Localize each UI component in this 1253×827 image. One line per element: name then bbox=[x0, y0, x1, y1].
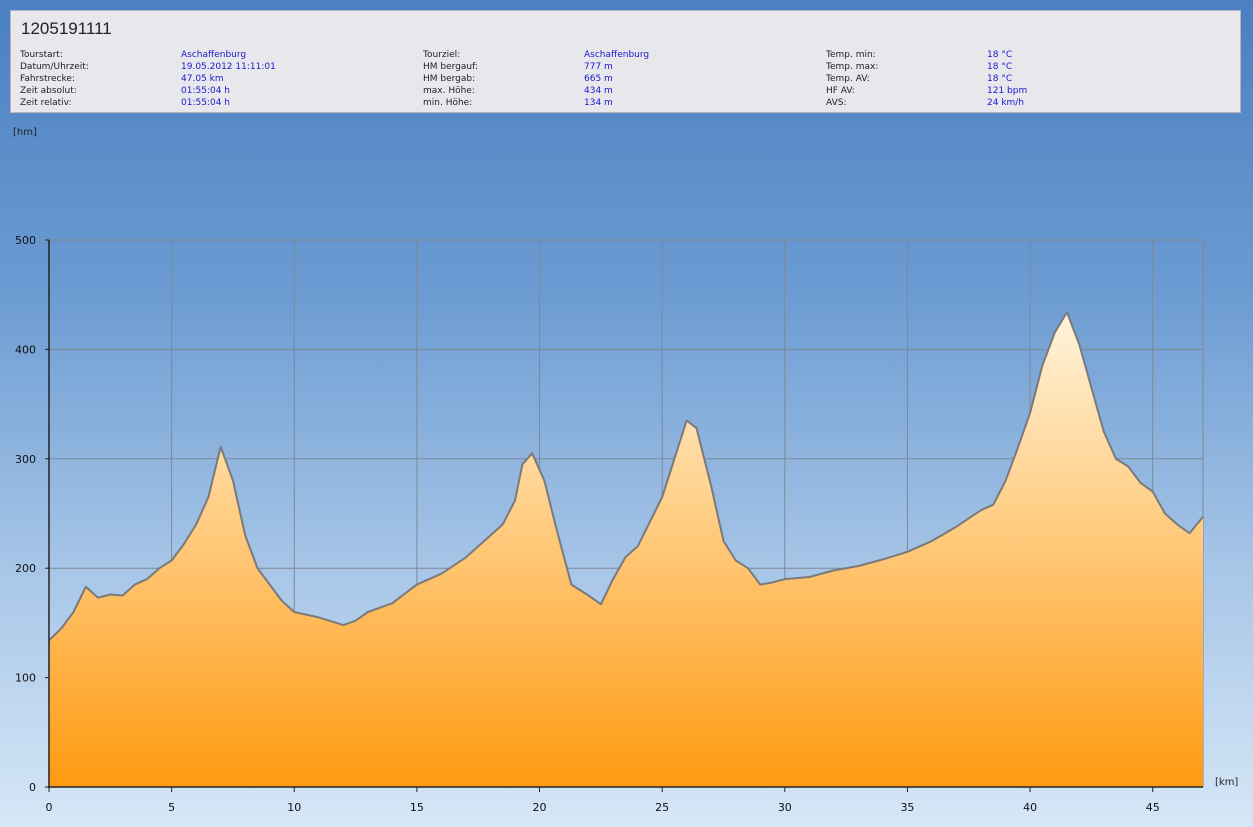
info-column-3: Temp. min: 18 °C Temp. max: 18 °C Temp. AV… bbox=[826, 49, 1216, 109]
axes bbox=[45, 239, 1203, 792]
x-tick-label: 35 bbox=[900, 801, 914, 814]
elevation-line bbox=[48, 311, 1204, 642]
y-tick-label: 0 bbox=[29, 781, 36, 794]
elevation-area bbox=[49, 312, 1203, 787]
y-tick-label: 500 bbox=[15, 234, 36, 247]
info-value: Aschaffenburg bbox=[181, 50, 247, 60]
info-row: Fahrstrecke: 47.05 km bbox=[20, 73, 410, 85]
info-label: max. Höhe: bbox=[423, 86, 475, 96]
y-axis-unit-label: [hm] bbox=[13, 127, 37, 138]
info-row: max. Höhe: 434 m bbox=[423, 85, 813, 97]
info-row: Temp. min: 18 °C bbox=[826, 49, 1216, 61]
x-tick-label: 10 bbox=[287, 801, 301, 814]
info-label: Temp. max: bbox=[826, 62, 879, 72]
info-label: Temp. AV: bbox=[826, 74, 870, 84]
info-label: Tourstart: bbox=[20, 50, 63, 60]
info-value: 434 m bbox=[584, 86, 613, 96]
info-value: 665 m bbox=[584, 74, 613, 84]
info-value: 47.05 km bbox=[181, 74, 224, 84]
info-row: HM bergauf: 777 m bbox=[423, 61, 813, 73]
info-label: min. Höhe: bbox=[423, 98, 473, 108]
info-label: HF AV: bbox=[826, 86, 855, 96]
info-value: 18 °C bbox=[987, 50, 1013, 60]
info-row: Tourziel: Aschaffenburg bbox=[423, 49, 813, 61]
x-axis-unit-label: [km] bbox=[1215, 777, 1239, 788]
tour-title: 1205191111 bbox=[21, 19, 112, 38]
info-label: Fahrstrecke: bbox=[20, 74, 75, 84]
info-value: 19.05.2012 11:11:01 bbox=[181, 62, 276, 72]
info-row: AVS: 24 km/h bbox=[826, 97, 1216, 109]
x-tick-label: 30 bbox=[778, 801, 792, 814]
x-tick-label: 25 bbox=[655, 801, 669, 814]
tick-labels: 0 100 200 300 400 500 0 5 10 15 20 25 30 35 40 45 bbox=[15, 234, 1160, 814]
info-row: Datum/Uhrzeit: 19.05.2012 11:11:01 bbox=[20, 61, 410, 73]
x-tick-label: 45 bbox=[1146, 801, 1160, 814]
y-tick-label: 100 bbox=[15, 672, 36, 685]
info-label: Datum/Uhrzeit: bbox=[20, 62, 89, 72]
info-label: HM bergauf: bbox=[423, 62, 478, 72]
y-tick-label: 400 bbox=[15, 343, 36, 356]
info-label: Tourziel: bbox=[423, 50, 461, 60]
info-row: HM bergab: 665 m bbox=[423, 73, 813, 85]
info-row: min. Höhe: 134 m bbox=[423, 97, 813, 109]
info-value: 01:55:04 h bbox=[181, 98, 230, 108]
info-label: Temp. min: bbox=[826, 50, 876, 60]
info-label: HM bergab: bbox=[423, 74, 476, 84]
info-value: 01:55:04 h bbox=[181, 86, 230, 96]
info-label: Zeit absolut: bbox=[20, 86, 77, 96]
y-tick-label: 300 bbox=[15, 453, 36, 466]
x-tick-label: 20 bbox=[533, 801, 547, 814]
info-value: 18 °C bbox=[987, 62, 1013, 72]
x-tick-label: 0 bbox=[46, 801, 53, 814]
info-row: Zeit relativ: 01:55:04 h bbox=[20, 97, 410, 109]
info-value: 18 °C bbox=[987, 74, 1013, 84]
info-column-1: Tourstart: Aschaffenburg Datum/Uhrzeit: 19… bbox=[20, 49, 410, 109]
info-label: Zeit relativ: bbox=[20, 98, 72, 108]
info-label: AVS: bbox=[826, 98, 847, 108]
x-tick-label: 40 bbox=[1023, 801, 1037, 814]
y-tick-label: 200 bbox=[15, 562, 36, 575]
info-column-2: Tourziel: Aschaffenburg HM bergauf: 777 m … bbox=[423, 49, 813, 109]
info-value: 24 km/h bbox=[987, 98, 1025, 108]
info-value: 121 bpm bbox=[987, 86, 1028, 96]
info-value: 134 m bbox=[584, 98, 613, 108]
info-value: Aschaffenburg bbox=[584, 50, 650, 60]
x-tick-label: 15 bbox=[410, 801, 424, 814]
tour-info-panel: 1205191111 Tourstart: Aschaffenburg Datum… bbox=[10, 10, 1241, 113]
info-value: 777 m bbox=[584, 62, 613, 72]
info-row: HF AV: 121 bpm bbox=[826, 85, 1216, 97]
info-row: Zeit absolut: 01:55:04 h bbox=[20, 85, 410, 97]
info-row: Temp. max: 18 °C bbox=[826, 61, 1216, 73]
info-row: Temp. AV: 18 °C bbox=[826, 73, 1216, 85]
x-tick-label: 5 bbox=[168, 801, 175, 814]
info-row: Tourstart: Aschaffenburg bbox=[20, 49, 410, 61]
